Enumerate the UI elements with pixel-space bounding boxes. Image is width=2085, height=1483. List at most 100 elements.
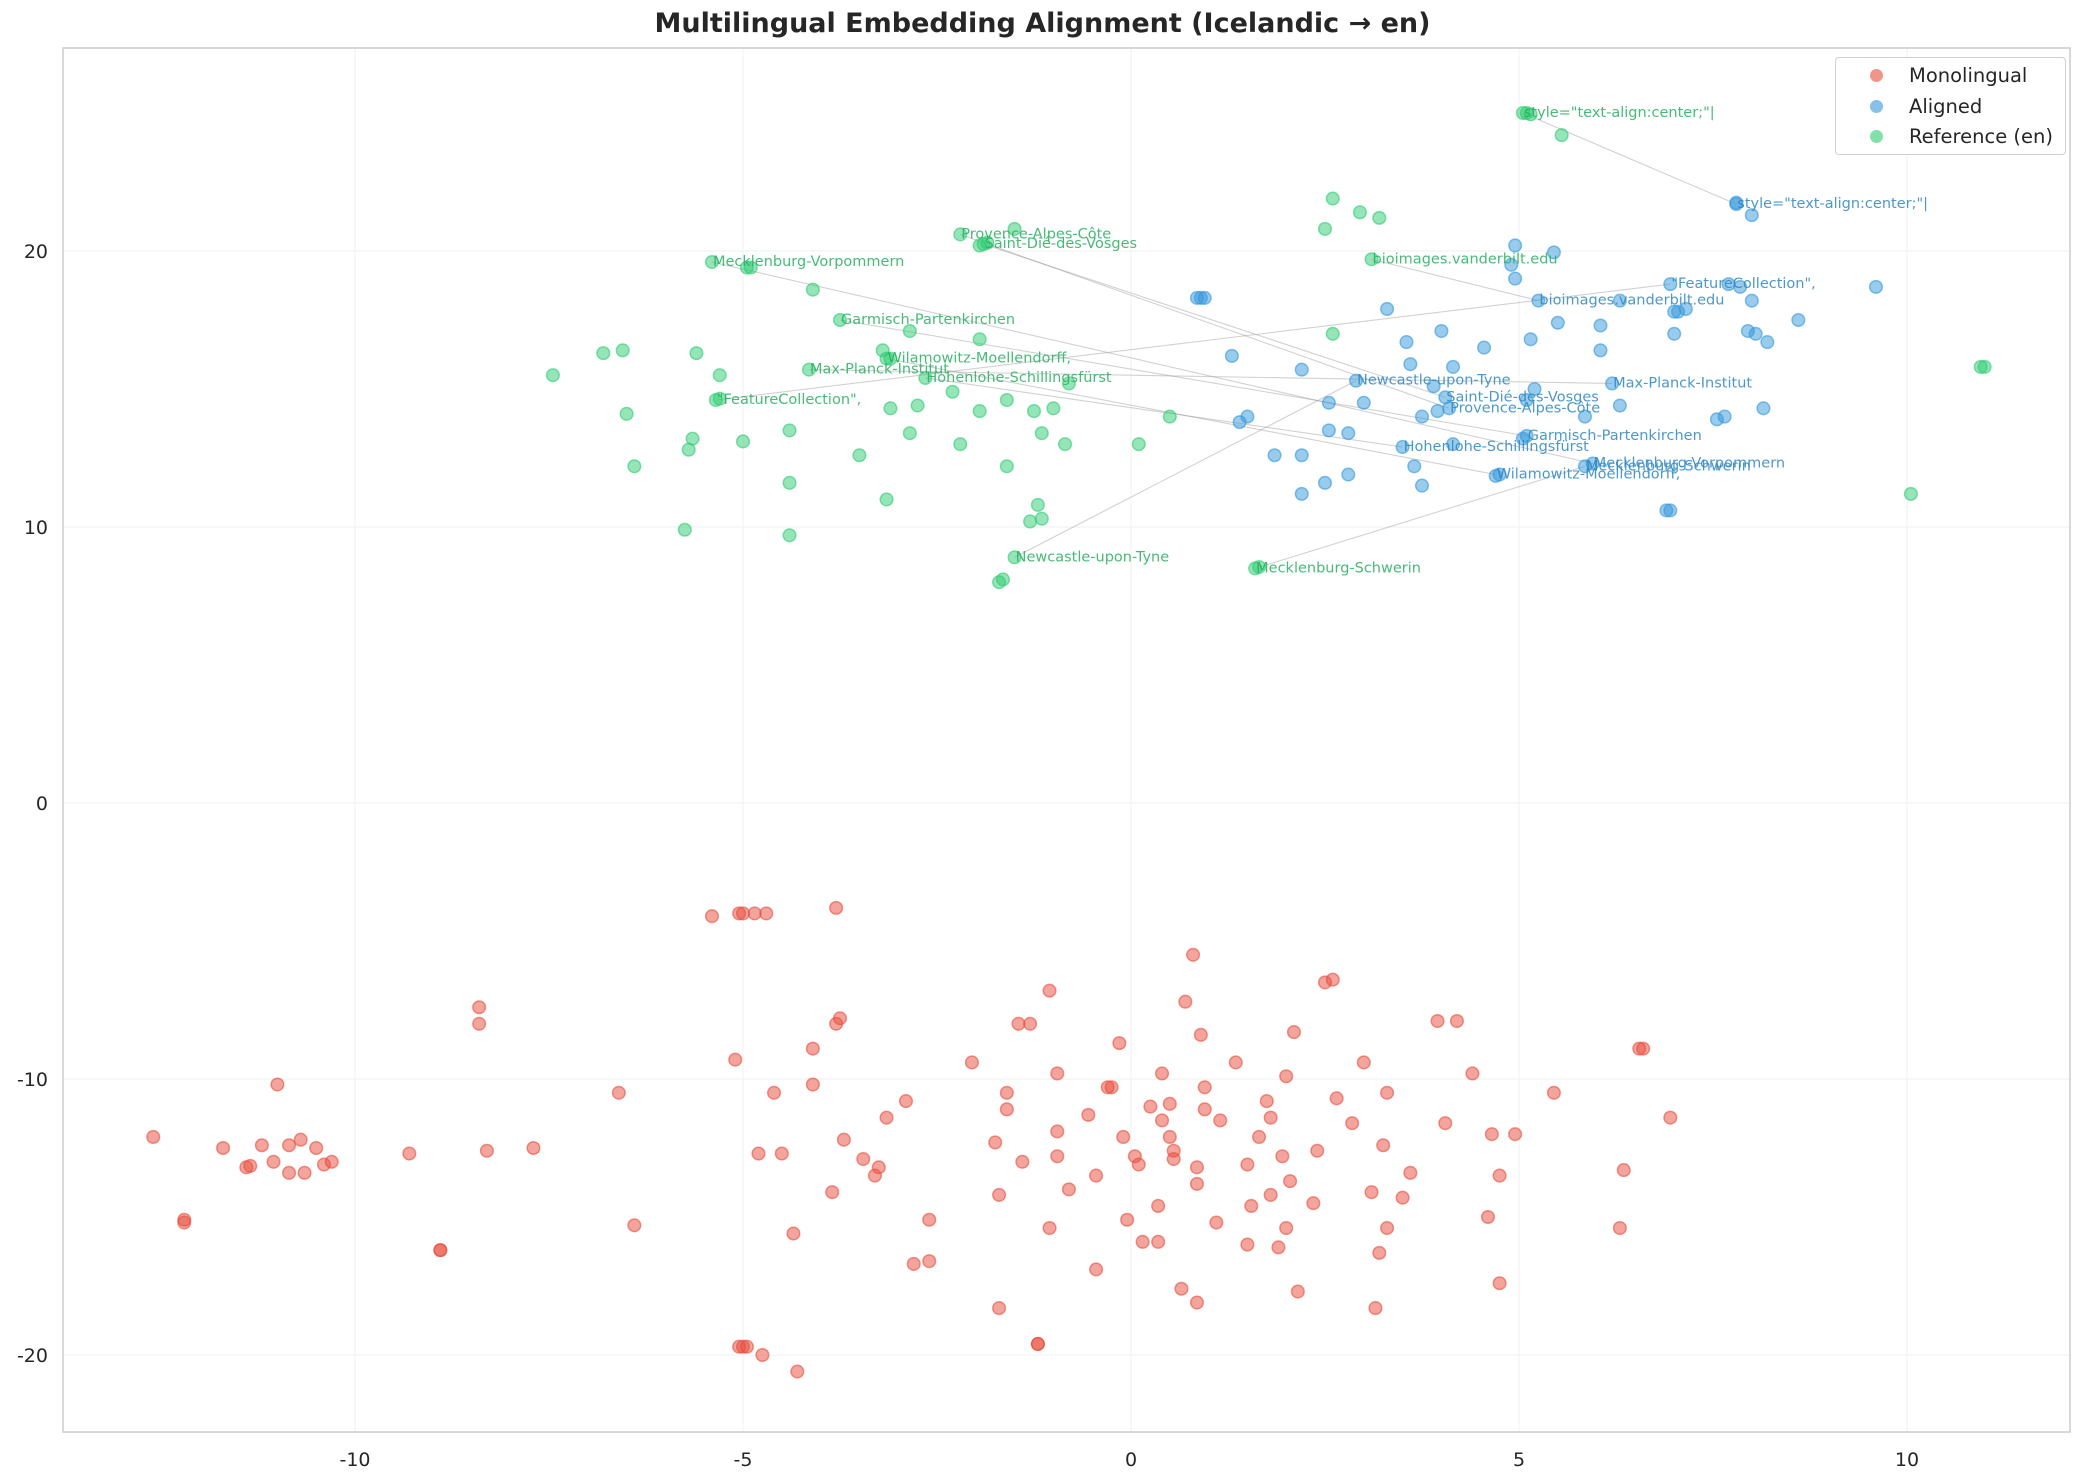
- data-point: [902, 323, 917, 339]
- data-point: [1034, 426, 1049, 441]
- data-point: [1189, 1295, 1205, 1310]
- data-point: [1317, 221, 1333, 236]
- data-point: [281, 1165, 297, 1180]
- data-point: [856, 1151, 871, 1167]
- data-point: [254, 1138, 269, 1153]
- data-point: [1480, 1209, 1496, 1225]
- data-point: [801, 362, 817, 377]
- data-point: [1162, 1096, 1177, 1111]
- data-point: [1023, 514, 1038, 529]
- data-point: [743, 260, 758, 275]
- data-point: [1667, 326, 1682, 341]
- alignment-link: [925, 377, 1403, 448]
- data-point: [1465, 1066, 1480, 1081]
- plot-frame: [62, 47, 2071, 1433]
- data-point: [1407, 459, 1422, 474]
- data-point: [735, 434, 751, 449]
- data-point: [1213, 1113, 1228, 1128]
- data-point: [1663, 1110, 1678, 1125]
- data-point: [1259, 1094, 1274, 1109]
- data-point: [1612, 1220, 1627, 1236]
- data-point: [1283, 1174, 1298, 1189]
- data-point: [1527, 381, 1542, 397]
- data-point: [324, 1154, 339, 1169]
- data-point: [1612, 398, 1627, 413]
- legend-label: Monolingual: [1909, 63, 2028, 87]
- data-point: [1151, 1234, 1166, 1249]
- data-point: [1325, 972, 1340, 987]
- data-point: [836, 1132, 851, 1147]
- data-point: [988, 1135, 1003, 1150]
- data-point: [619, 406, 634, 421]
- data-point: [755, 1347, 770, 1363]
- data-point: [402, 1146, 417, 1161]
- data-point: [1189, 1176, 1205, 1191]
- data-point: [1197, 1080, 1212, 1095]
- data-point: [1240, 1237, 1255, 1252]
- alignment-link: [1371, 258, 1539, 302]
- data-point: [759, 906, 774, 921]
- data-point: [1279, 1069, 1294, 1084]
- data-point: [1228, 1055, 1243, 1070]
- point-label: Max-Planck-Institut: [1613, 375, 1752, 391]
- point-label: Max-Planck-Institut: [810, 362, 949, 378]
- data-point: [1267, 448, 1282, 463]
- data-point: [1294, 448, 1309, 463]
- data-point: [1321, 395, 1336, 410]
- data-point: [681, 442, 696, 457]
- data-point: [1756, 401, 1771, 416]
- chart-title: Multilingual Embedding Alignment (Icelan…: [654, 8, 1431, 39]
- data-point: [751, 1146, 766, 1161]
- data-point: [1162, 1129, 1177, 1145]
- data-point: [1197, 1102, 1212, 1117]
- data-point: [1380, 301, 1395, 317]
- data-point: [1030, 497, 1045, 512]
- data-point: [1007, 550, 1022, 565]
- alignment-link: [715, 283, 1671, 401]
- data-point: [747, 906, 762, 921]
- data-point: [1868, 279, 1884, 294]
- series-monolingual: [146, 900, 1678, 1379]
- legend-label: Reference (en): [1909, 124, 2053, 148]
- data-point: [611, 1085, 626, 1100]
- data-point: [1251, 559, 1267, 575]
- data-point: [1430, 404, 1445, 419]
- data-point: [805, 1077, 820, 1092]
- alignment-link: [711, 261, 1593, 465]
- data-point: [1577, 409, 1593, 424]
- data-point: [1372, 1245, 1387, 1260]
- data-point: [852, 448, 867, 463]
- data-point: [922, 1254, 937, 1269]
- data-point: [1251, 1129, 1267, 1145]
- data-point: [1395, 1190, 1410, 1205]
- data-point: [945, 384, 960, 399]
- data-point: [972, 332, 987, 347]
- data-point: [1294, 362, 1309, 377]
- data-point: [1294, 486, 1309, 501]
- point-label: Hohenlohe-Schillingsfürst: [926, 370, 1112, 386]
- data-point: [953, 437, 968, 452]
- data-point: [1263, 1187, 1278, 1202]
- data-point: [739, 1339, 754, 1354]
- data-point: [216, 1140, 231, 1156]
- data-point: [964, 1055, 979, 1070]
- data-point: [1232, 415, 1247, 430]
- point-label: bioimages.vanderbilt.edu: [1373, 251, 1558, 267]
- data-point: [1197, 290, 1212, 305]
- data-point: [689, 346, 704, 361]
- x-tick-label: 10: [1895, 1449, 1919, 1471]
- y-tick-label: 10: [24, 517, 48, 539]
- data-point: [1178, 994, 1193, 1009]
- data-point: [1438, 1116, 1453, 1131]
- data-point: [472, 1000, 487, 1015]
- y-tick-label: -10: [17, 1069, 48, 1091]
- data-point: [1050, 1149, 1065, 1164]
- alignment-link: [808, 369, 1613, 385]
- data-point: [1364, 252, 1379, 267]
- point-label: bioimages.vanderbilt.edu: [1539, 293, 1724, 309]
- data-point: [1791, 312, 1806, 328]
- data-point: [1057, 437, 1073, 452]
- series-aligned: [1189, 195, 1884, 518]
- data-point: [1585, 456, 1600, 471]
- data-point: [972, 404, 987, 419]
